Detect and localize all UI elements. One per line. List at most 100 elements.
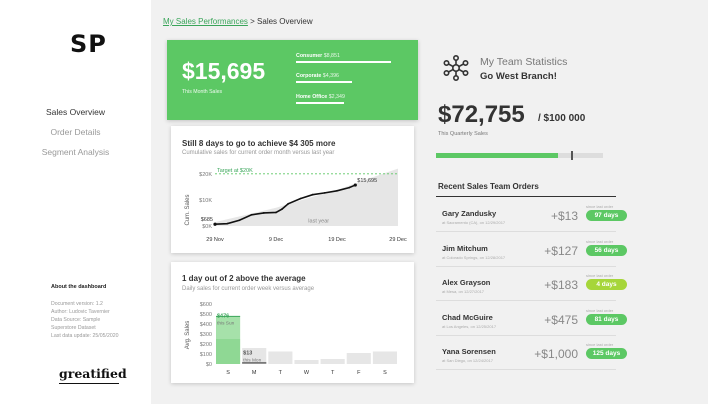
nav-item-order-details[interactable]: Order Details — [50, 127, 101, 137]
days-badge: 4 days — [586, 279, 627, 290]
segment-consumer-bar — [296, 61, 391, 63]
x-tick-label: 29 Nov — [206, 237, 224, 243]
order-since-label: since last order — [586, 204, 614, 209]
data-point — [262, 212, 265, 214]
data-label: $15,695 — [357, 178, 377, 184]
last-year-label: last year — [308, 218, 329, 224]
month-sales-amount: $15,695 — [182, 58, 266, 84]
days-badge: 81 days — [586, 314, 627, 325]
daily-sales-chart[interactable]: Avg. Sales $0 $100 $200 $300 $400 $500 $600 S M T… — [171, 262, 414, 383]
orders-title: Recent Sales Team Orders — [438, 182, 539, 191]
segment-value: $8,851 — [323, 53, 340, 59]
data-label: $685 — [201, 217, 213, 223]
about-title: About the dashboard — [51, 284, 107, 290]
x-tick-label: M — [252, 370, 257, 376]
card-subtitle: Daily sales for current order week versu… — [182, 286, 315, 292]
data-point — [238, 219, 241, 222]
quarter-target-marker — [571, 151, 573, 160]
cumulative-sales-card: Still 8 days to go to achieve $4 305 mor… — [171, 126, 414, 253]
orders-divider — [436, 196, 616, 197]
data-point — [275, 211, 277, 214]
about-line: Superstore Dataset — [51, 325, 96, 331]
y-tick-label: $300 — [200, 332, 212, 338]
quarter-sales-label: This Quarterly Sales — [438, 131, 488, 137]
segment-name: Corporate — [296, 73, 322, 79]
x-tick-label: 19 Dec — [328, 237, 346, 243]
order-name: Jim Mitchum — [442, 244, 488, 253]
order-location: at Colorado Springs, on 12/28/2017 — [442, 255, 506, 260]
breadcrumb-current: Sales Overview — [257, 17, 313, 26]
breadcrumb: My Sales Performances > Sales Overview — [163, 17, 313, 26]
cumulative-sales-chart[interactable]: Cum. Sales last year $0K $10K $20K Target at… — [171, 126, 414, 253]
last-year-area — [215, 168, 398, 226]
average-bar — [242, 348, 267, 364]
breadcrumb-separator: > — [247, 17, 258, 26]
x-tick-label: T — [331, 370, 335, 376]
about-line: Document version: 1.2 — [51, 301, 103, 307]
sidebar: SP Sales Overview Order Details Segment … — [0, 0, 151, 404]
segment-corporate-bar — [296, 81, 352, 83]
order-location: at Mesa, on 12/27/2017 — [442, 289, 485, 294]
quarter-progress-fill — [436, 153, 558, 158]
order-amount: +$13 — [550, 209, 578, 223]
data-point — [299, 197, 302, 200]
order-row[interactable]: Chad McGuire at Los Angeles, on 12/25/20… — [436, 302, 627, 336]
quarter-sales-target: / $100 000 — [538, 113, 586, 124]
data-point — [353, 183, 357, 187]
quarter-sales-amount: $72,755 — [438, 101, 525, 128]
days-badge: 56 days — [586, 245, 627, 256]
order-row[interactable]: Jim Mitchum at Colorado Springs, on 12/2… — [436, 233, 627, 267]
team-title: My Team Statistics — [480, 56, 568, 68]
team-network-icon — [443, 55, 469, 81]
y-tick-label: $500 — [200, 312, 212, 318]
data-point — [287, 202, 290, 205]
brand-logo[interactable]: greatified — [59, 366, 127, 381]
month-sales-card[interactable]: $15,695 This Month Sales Consumer $8,851… — [167, 40, 418, 120]
sidebar-nav: Sales Overview Order Details Segment Ana… — [0, 106, 151, 166]
days-badge: 97 days — [586, 210, 627, 221]
order-row[interactable]: Alex Grayson at Mesa, on 12/27/2017 +$18… — [436, 267, 627, 301]
nav-item-segment-analysis[interactable]: Segment Analysis — [41, 147, 110, 157]
order-amount: +$475 — [544, 313, 578, 327]
y-tick-label: $10K — [199, 198, 212, 204]
segment-value: $2,349 — [328, 94, 345, 100]
y-tick-label: $20K — [199, 172, 212, 178]
order-name: Gary Zandusky — [442, 209, 497, 218]
data-point — [323, 191, 326, 194]
y-tick-label: $200 — [200, 342, 212, 348]
about-section: About the dashboard Document version: 1.… — [51, 284, 119, 340]
x-tick-label: T — [279, 370, 283, 376]
days-badge: 125 days — [586, 348, 627, 359]
order-row[interactable]: Gary Zandusky at Sacramento (CA), on 12/… — [436, 198, 627, 232]
x-tick-label: 9 Dec — [269, 237, 284, 243]
card-title: 1 day out of 2 above the average — [182, 274, 306, 283]
y-tick-label: $600 — [200, 302, 212, 308]
data-point — [250, 213, 253, 216]
chart-y-label: Avg. Sales — [185, 321, 191, 350]
order-name: Chad McGuire — [442, 313, 493, 322]
x-tick-label: 29 Dec — [389, 237, 407, 243]
this-week-bar — [216, 316, 241, 364]
segment-corporate: Corporate $4,396 — [296, 73, 339, 79]
order-row[interactable]: Yana Sorensen at San Diego, on 12/24/201… — [436, 336, 627, 370]
order-location: at San Diego, on 12/24/2017 — [442, 358, 493, 363]
team-branch: Go West Branch! — [480, 71, 557, 82]
chart-y-label: Cum. Sales — [185, 194, 191, 225]
segment-name: Home Office — [296, 94, 328, 100]
segment-name: Consumer — [296, 53, 323, 59]
y-tick-label: $100 — [200, 352, 212, 358]
average-bar — [320, 359, 345, 364]
month-sales-label: This Month Sales — [182, 89, 223, 95]
nav-item-sales-overview[interactable]: Sales Overview — [45, 107, 106, 117]
segment-home-office-bar — [296, 102, 344, 104]
breadcrumb-link[interactable]: My Sales Performances — [163, 17, 248, 26]
order-name: Alex Grayson — [442, 278, 491, 287]
average-bar — [346, 353, 371, 364]
bar-value-label: $13 — [243, 351, 252, 357]
about-line: Data Source: Sample — [51, 317, 101, 323]
data-point — [336, 189, 338, 192]
order-since-label: since last order — [586, 342, 614, 347]
about-line: Author: Ludovic Tavernier — [51, 309, 110, 315]
segment-consumer: Consumer $8,851 — [296, 53, 340, 59]
daily-sales-card: 1 day out of 2 above the average Daily s… — [171, 262, 414, 383]
